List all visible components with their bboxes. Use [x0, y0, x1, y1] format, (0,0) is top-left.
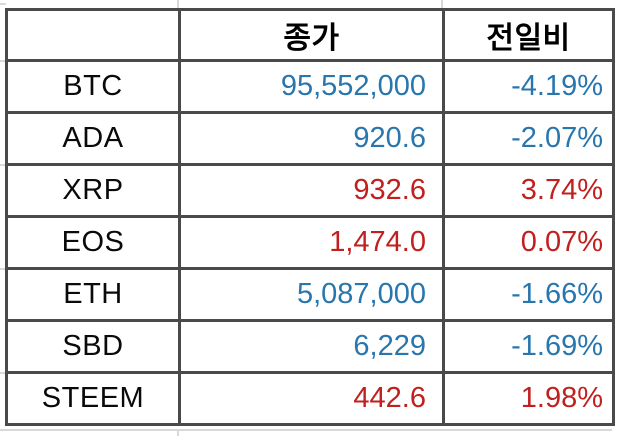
gridline-stub	[0, 60, 5, 62]
symbol-cell: SBD	[5, 319, 181, 374]
symbol-cell: ADA	[5, 111, 181, 166]
change-cell: 0.07%	[442, 215, 615, 270]
gridline-stub	[0, 268, 5, 270]
close-cell: 1,474.0	[178, 215, 445, 270]
change-cell: -4.19%	[442, 59, 615, 114]
table-row: XRP 932.6 3.74%	[5, 163, 615, 218]
gridline-stub	[177, 0, 179, 8]
close-cell: 95,552,000	[178, 59, 445, 114]
close-cell: 920.6	[178, 111, 445, 166]
change-cell: -1.66%	[442, 267, 615, 322]
column-header-symbol	[5, 8, 181, 62]
close-cell: 932.6	[178, 163, 445, 218]
gridline-stub	[0, 429, 612, 431]
table-row: ETH 5,087,000 -1.66%	[5, 267, 615, 322]
gridline-stub	[0, 164, 5, 166]
close-cell: 6,229	[178, 319, 445, 374]
table-row: BTC 95,552,000 -4.19%	[5, 59, 615, 114]
gridline-stub	[177, 429, 179, 436]
header-row: 종가 전일비	[5, 8, 615, 62]
column-header-close: 종가	[178, 8, 445, 62]
table-row: SBD 6,229 -1.69%	[5, 319, 615, 374]
symbol-cell: ETH	[5, 267, 181, 322]
crypto-price-table: 종가 전일비 BTC 95,552,000 -4.19% ADA 920.6 -…	[5, 8, 615, 426]
change-cell: 3.74%	[442, 163, 615, 218]
symbol-cell: BTC	[5, 59, 181, 114]
symbol-cell: XRP	[5, 163, 181, 218]
close-cell: 5,087,000	[178, 267, 445, 322]
table-row: ADA 920.6 -2.07%	[5, 111, 615, 166]
gridline-stub	[0, 372, 5, 374]
change-cell: 1.98%	[442, 371, 615, 426]
symbol-cell: STEEM	[5, 371, 181, 426]
change-cell: -2.07%	[442, 111, 615, 166]
gridline-stub	[441, 0, 443, 8]
column-header-change: 전일비	[442, 8, 615, 62]
change-cell: -1.69%	[442, 319, 615, 374]
table-row: STEEM 442.6 1.98%	[5, 371, 615, 426]
gridline-stub	[0, 3, 6, 5]
table-row: EOS 1,474.0 0.07%	[5, 215, 615, 270]
symbol-cell: EOS	[5, 215, 181, 270]
close-cell: 442.6	[178, 371, 445, 426]
